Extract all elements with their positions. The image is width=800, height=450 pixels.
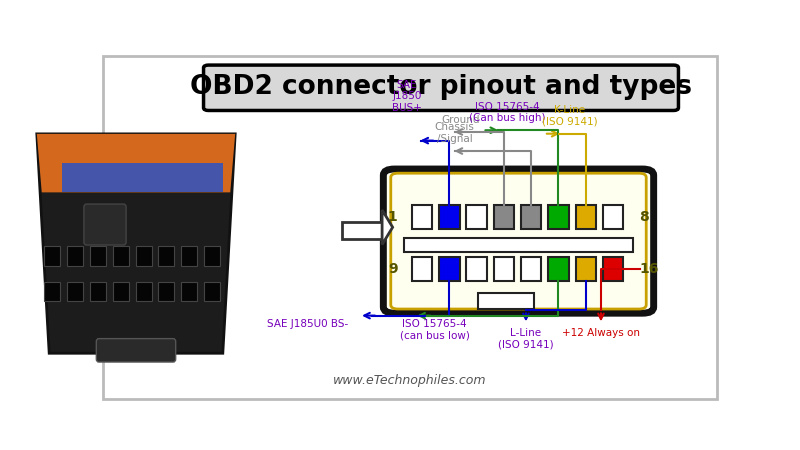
Text: +12 Always on: +12 Always on xyxy=(562,328,640,338)
Bar xyxy=(412,256,432,281)
Bar xyxy=(439,256,460,281)
Bar xyxy=(494,205,514,229)
Bar xyxy=(90,247,106,266)
Bar xyxy=(603,205,623,229)
FancyBboxPatch shape xyxy=(103,56,717,399)
Bar xyxy=(412,205,432,229)
Text: SAE
J1850
BUS+: SAE J1850 BUS+ xyxy=(392,80,422,113)
Bar xyxy=(439,205,460,229)
Bar xyxy=(158,247,174,266)
Text: www.eTechnophiles.com: www.eTechnophiles.com xyxy=(334,374,486,387)
Bar xyxy=(44,282,60,301)
Bar xyxy=(478,293,534,309)
Polygon shape xyxy=(37,134,235,193)
Bar xyxy=(603,256,623,281)
Text: Chassis
/Signal: Chassis /Signal xyxy=(434,122,474,144)
Bar xyxy=(204,282,220,301)
Bar xyxy=(181,282,198,301)
Bar xyxy=(204,247,220,266)
Polygon shape xyxy=(37,134,235,353)
Bar xyxy=(548,256,569,281)
Bar xyxy=(494,256,514,281)
Polygon shape xyxy=(62,163,222,193)
Bar xyxy=(575,256,596,281)
Bar xyxy=(342,222,382,239)
Bar xyxy=(67,247,83,266)
Bar xyxy=(181,247,198,266)
Text: 8: 8 xyxy=(639,210,649,224)
Bar xyxy=(575,205,596,229)
Bar xyxy=(44,247,60,266)
Text: 1: 1 xyxy=(388,210,398,224)
Bar xyxy=(113,282,129,301)
Bar xyxy=(521,256,542,281)
Bar xyxy=(135,247,152,266)
FancyBboxPatch shape xyxy=(84,204,126,245)
Bar xyxy=(548,205,569,229)
Bar xyxy=(113,247,129,266)
Bar xyxy=(90,282,106,301)
FancyBboxPatch shape xyxy=(383,169,654,313)
Polygon shape xyxy=(382,210,393,245)
Text: K-Line
(ISO 9141): K-Line (ISO 9141) xyxy=(542,105,598,127)
FancyBboxPatch shape xyxy=(203,65,678,111)
Text: L-Line
(ISO 9141): L-Line (ISO 9141) xyxy=(498,328,554,349)
Bar xyxy=(466,256,487,281)
Bar xyxy=(521,205,542,229)
FancyBboxPatch shape xyxy=(96,338,176,362)
Text: 16: 16 xyxy=(639,262,658,276)
Text: SAE J185U0 BS-: SAE J185U0 BS- xyxy=(266,319,348,329)
Bar xyxy=(135,282,152,301)
Text: OBD2 connector pinout and types: OBD2 connector pinout and types xyxy=(190,74,692,100)
Bar xyxy=(466,205,487,229)
Text: 9: 9 xyxy=(388,262,398,276)
Bar xyxy=(67,282,83,301)
Bar xyxy=(404,238,634,252)
Bar xyxy=(158,282,174,301)
Text: Ground: Ground xyxy=(442,115,480,125)
Text: ISO 15765-4
(can bus low): ISO 15765-4 (can bus low) xyxy=(400,319,470,341)
Text: ISO 15765-4
(Can bus high): ISO 15765-4 (Can bus high) xyxy=(469,102,546,123)
